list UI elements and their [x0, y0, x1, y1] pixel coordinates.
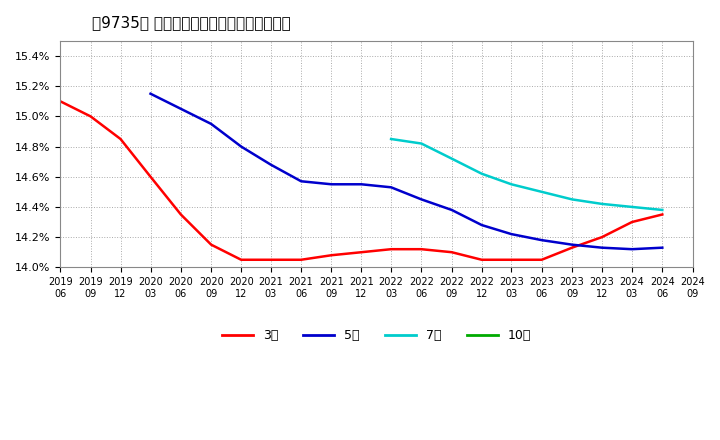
Legend: 3年, 5年, 7年, 10年: 3年, 5年, 7年, 10年	[217, 324, 536, 347]
Text: ［9735］ 経常利益マージンの平均値の推移: ［9735］ 経常利益マージンの平均値の推移	[92, 15, 291, 30]
